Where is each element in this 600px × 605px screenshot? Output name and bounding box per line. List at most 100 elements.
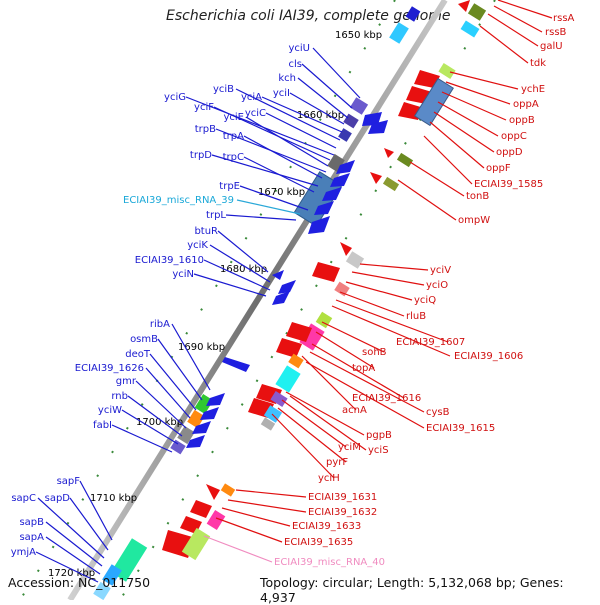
gene-block (206, 510, 226, 530)
gene-block (467, 3, 487, 21)
gene-label: ychE (521, 84, 545, 95)
gene-arrow (190, 500, 212, 518)
gene-label: ECIAI39_1631 (308, 492, 377, 503)
right-label-connectors (215, 0, 553, 543)
gene-block (288, 353, 304, 369)
tick-label: 1680 kbp (220, 264, 267, 275)
tick-label: 1700 kbp (136, 417, 183, 428)
gene-arrow (276, 338, 302, 358)
gene-label: trpB (195, 124, 216, 135)
gene-block (315, 311, 333, 329)
gene-label: yciN (172, 269, 194, 280)
gene-arrow (314, 201, 334, 215)
gene-label: fabI (93, 420, 112, 431)
gene-block (349, 97, 369, 115)
left-label-connectors (35, 47, 361, 583)
gene-label: ECIAI39_1610 (135, 255, 204, 266)
gene-label: ompW (458, 215, 490, 226)
gene-label: rssA (553, 13, 575, 24)
gene-label: trpA (223, 131, 244, 142)
gene-label: sapC (11, 493, 36, 504)
gene-arrow (330, 173, 350, 187)
gene-label: tonB (466, 191, 489, 202)
gene-label: oppA (513, 99, 539, 110)
gene-label: yciM (338, 442, 361, 453)
gene-label: trpC (223, 152, 244, 163)
gene-block (220, 483, 236, 497)
gene-label: oppD (496, 147, 523, 158)
gene-label: ECIAI39_1607 (396, 337, 465, 348)
gene-label: ECIAI39_1632 (308, 507, 377, 518)
gene-label: sapB (19, 517, 44, 528)
gene-arrow (362, 112, 382, 126)
gene-block (460, 20, 480, 38)
gene-label: ECIAI39_1635 (284, 537, 353, 548)
gene-label: topA (352, 363, 375, 374)
gene-label: rnb (111, 391, 128, 402)
gene-label: btuR (194, 226, 218, 237)
gene-block (405, 6, 421, 22)
gene-block (102, 564, 122, 586)
gene-block (187, 409, 205, 429)
tick-label: 1650 kbp (335, 30, 382, 41)
gene-label: yciS (368, 445, 389, 456)
gene-label: yciI (273, 88, 290, 99)
tick-label: 1710 kbp (90, 493, 137, 504)
reverse-gene-features (162, 0, 487, 561)
gene-label: trpD (190, 150, 212, 161)
gene-label: yciE (223, 112, 244, 123)
gene-arrow (206, 484, 220, 500)
accession-text: Accession: NC_011750 (8, 575, 151, 590)
gene-label: ymjA (11, 547, 36, 558)
gene-arrow (340, 242, 352, 256)
gene-label: cysB (426, 407, 450, 418)
gene-arrow (312, 262, 340, 282)
gene-block (270, 391, 288, 407)
gene-label: yciO (426, 280, 448, 291)
tick-label: 1720 kbp (48, 568, 95, 579)
gene-block (194, 394, 214, 414)
gene-label: ECIAI39_1606 (454, 351, 523, 362)
gene-label: ECIAI39_1585 (474, 179, 543, 190)
tick-label: 1670 kbp (258, 187, 305, 198)
gene-block (93, 581, 111, 600)
gene-block (299, 323, 325, 351)
gene-label: acnA (342, 405, 367, 416)
gene-label: rssB (545, 27, 567, 38)
gene-block (177, 425, 195, 445)
forward-track-guide (19, 0, 396, 600)
gene-arrow (272, 270, 284, 280)
gene-block (396, 152, 414, 168)
left-gene-labels: yciU cls kch yciI yciA yciB yciC yciG yc… (11, 43, 310, 558)
gene-block (260, 417, 276, 431)
gene-arrow (384, 148, 394, 158)
gene-label: rluB (406, 311, 426, 322)
gene-block (327, 153, 345, 173)
gene-label: oppB (509, 115, 535, 126)
gene-block (382, 176, 400, 192)
gene-label: cls (289, 59, 303, 70)
gene-block (338, 128, 352, 142)
gene-label: oppC (501, 131, 527, 142)
gene-label: pyrF (326, 457, 348, 468)
gene-arrow (336, 160, 355, 174)
gene-label: deoT (125, 349, 151, 360)
gene-label: yciC (245, 108, 266, 119)
gene-label: sapF (57, 476, 81, 487)
gene-label: ECIAI39_1615 (426, 423, 495, 434)
gene-arrow (200, 407, 219, 420)
gene-label: oppF (486, 163, 511, 174)
reverse-track-guide (119, 0, 496, 600)
right-gene-labels: rssA rssB galU tdk ychE oppA oppB oppC o… (284, 13, 575, 548)
gene-block (263, 405, 283, 423)
gene-label: osmB (130, 334, 158, 345)
gene-block (345, 251, 365, 269)
tick-labels: 1650 kbp 1660 kbp 1670 kbp 1680 kbp 1690… (48, 30, 382, 579)
gene-arrow (206, 393, 225, 406)
gene-label: galU (540, 41, 563, 52)
gene-label: yciG (164, 92, 186, 103)
gene-block (389, 22, 409, 44)
gene-label: yciH (318, 473, 340, 484)
rna-connector-right (203, 535, 273, 563)
gene-label: sapA (19, 532, 44, 543)
